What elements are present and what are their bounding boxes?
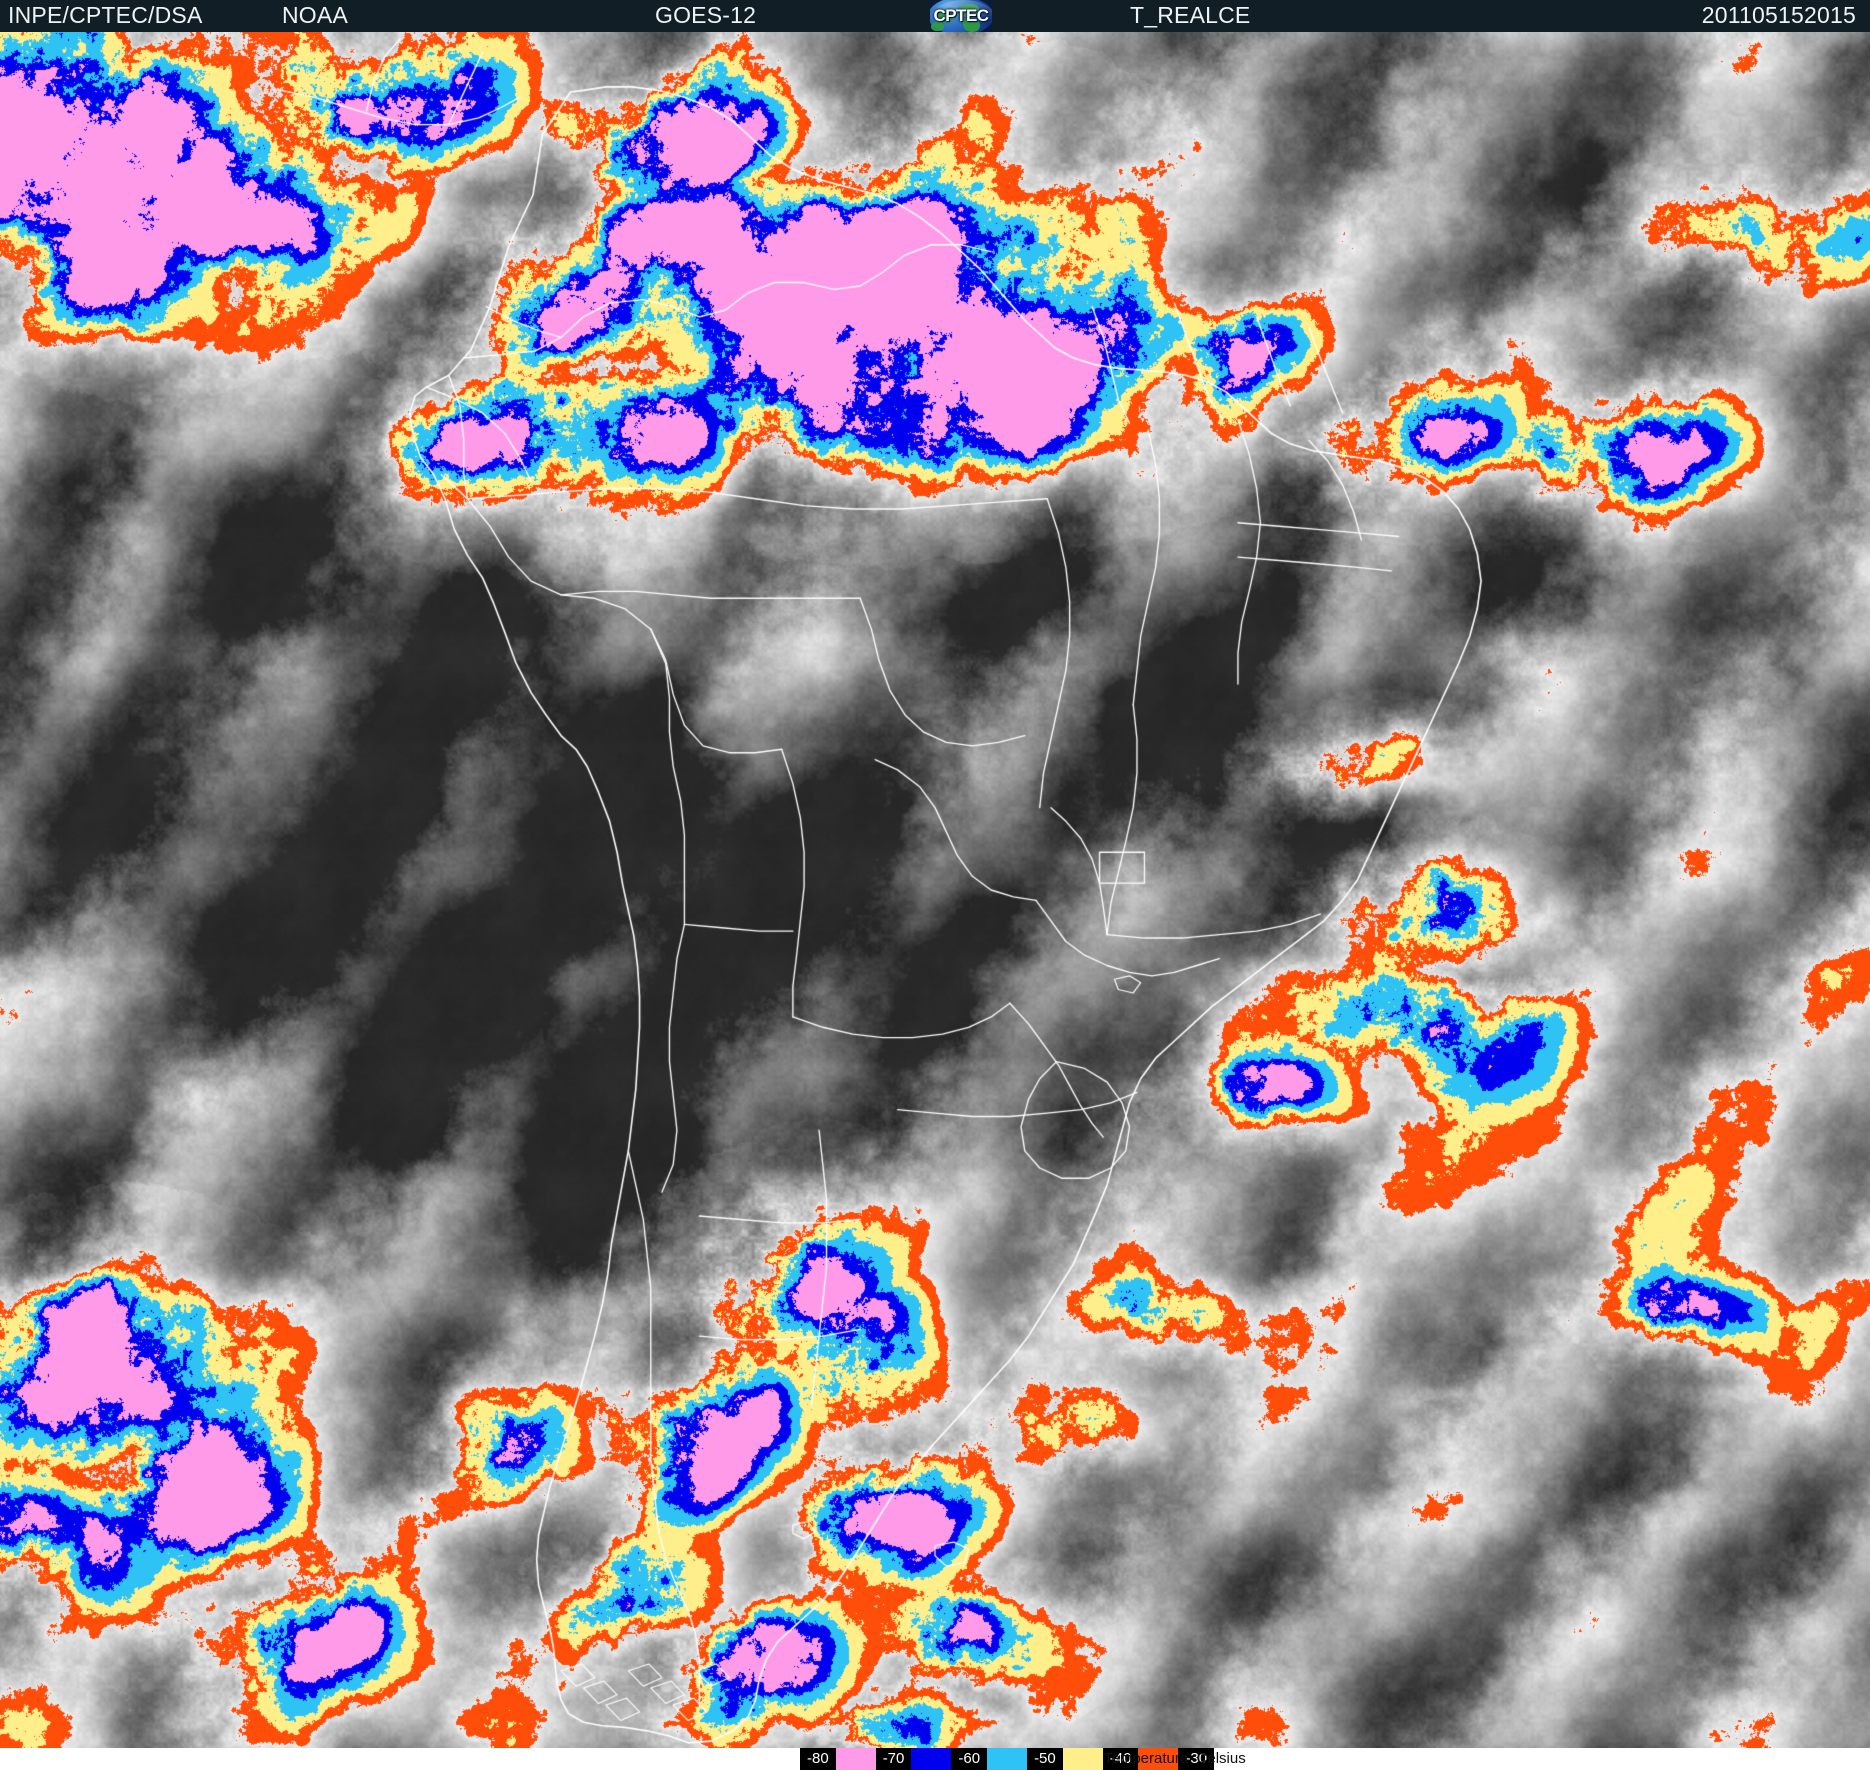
globe-landmass-icon: [957, 4, 979, 17]
source-label: NOAA: [282, 2, 348, 28]
product-label: T_REALCE: [1130, 2, 1251, 28]
legend-swatch-violet-80-to-70: [835, 1748, 876, 1770]
legend-tick-minus50: -50: [1027, 1748, 1063, 1770]
legend-tick-minus40: -40: [1102, 1748, 1139, 1770]
image-header-bar: INPE/CPTEC/DSA NOAA GOES-12 CPTEC T_REAL…: [0, 0, 1870, 32]
legend-title: Temperatura Celsius: [1104, 1750, 1246, 1767]
globe-landmass-icon: [931, 22, 944, 31]
legend-tick-minus80: -80: [800, 1748, 836, 1770]
globe-landmass-icon: [963, 17, 980, 32]
legend-swatch-yellow-50-to-40: [1062, 1748, 1103, 1770]
satellite-label: GOES-12: [655, 2, 757, 28]
legend-swatch-cyan-60-to-50: [987, 1748, 1028, 1770]
cptec-logo-text: CPTEC: [933, 6, 989, 25]
legend-tick-minus60: -60: [951, 1748, 988, 1770]
legend-tick-minus30: -30: [1178, 1748, 1215, 1770]
cptec-globe-logo: CPTEC: [930, 0, 992, 32]
satellite-image-area: [0, 32, 1870, 1748]
timestamp-label: 201105152015: [1701, 2, 1856, 28]
enhanced-ir-satellite-canvas: [0, 32, 1870, 1748]
legend-swatch-orange-40-to-30: [1138, 1748, 1179, 1770]
legend-tick-minus70: -70: [875, 1748, 912, 1770]
legend-color-bar: -80 -70 -60 -50 -40 -30: [800, 1748, 1215, 1770]
globe-highlight: [930, 0, 992, 32]
temperature-legend: -80 -70 -60 -50 -40 -30 Temperatura Celsius: [0, 1748, 1870, 1770]
legend-swatch-blue-70-to-60: [911, 1748, 952, 1770]
agency-label: INPE/CPTEC/DSA: [8, 2, 203, 28]
